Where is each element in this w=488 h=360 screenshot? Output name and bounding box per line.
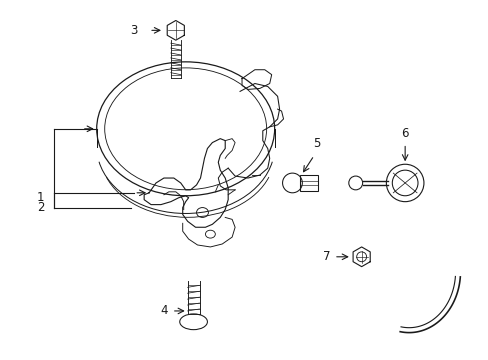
Text: 1: 1 [37,191,44,204]
Text: 5: 5 [313,138,320,150]
Text: 7: 7 [322,250,329,263]
Text: 2: 2 [37,201,44,214]
Text: 3: 3 [130,24,137,37]
Text: 4: 4 [160,305,167,318]
Text: 6: 6 [401,127,408,140]
